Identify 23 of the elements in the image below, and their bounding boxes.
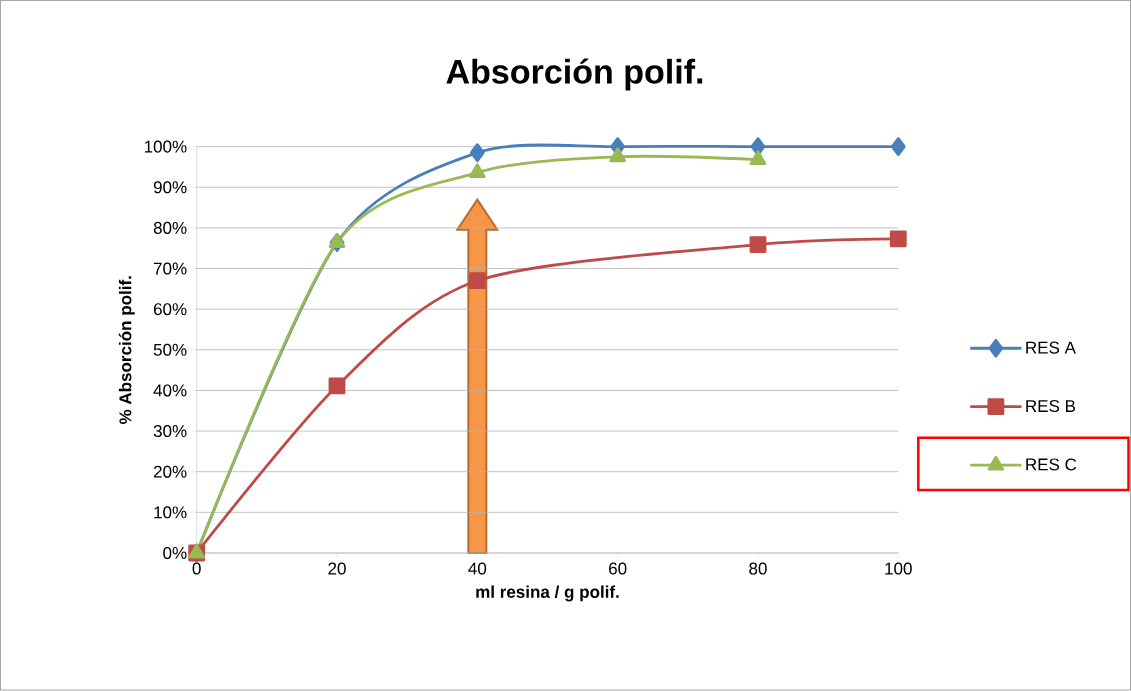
y-tick-label: 80% (153, 222, 187, 235)
x-tick-label: 20 (328, 562, 346, 575)
x-tick-label: 0 (192, 562, 201, 575)
y-tick-label: 60% (153, 303, 187, 316)
y-tick-label: 40% (153, 384, 187, 397)
y-tick-label: 20% (153, 465, 187, 478)
x-tick-label: 40 (468, 562, 487, 575)
y-tick-label: 90% (153, 181, 187, 194)
y-tick-label: 0% (163, 547, 187, 560)
y-tick-label: 50% (153, 343, 187, 357)
chart-title: Absorción polif. (446, 58, 703, 91)
y-tick-label: 10% (154, 506, 187, 519)
legend-label: RES C (1026, 458, 1077, 471)
y-tick-label: 100% (144, 140, 187, 153)
legend-label: RES A (1026, 341, 1076, 354)
y-axis-title: % Absorción polif. (118, 276, 135, 425)
x-tick-label: 100 (885, 562, 912, 575)
x-tick-label: 80 (749, 562, 767, 575)
y-tick-label: 30% (153, 425, 187, 438)
x-tick-label: 60 (609, 562, 627, 575)
legend-label: RES B (1026, 400, 1076, 413)
y-tick-label: 70% (153, 262, 187, 275)
x-axis-title: ml resina / g polif. (476, 585, 619, 602)
